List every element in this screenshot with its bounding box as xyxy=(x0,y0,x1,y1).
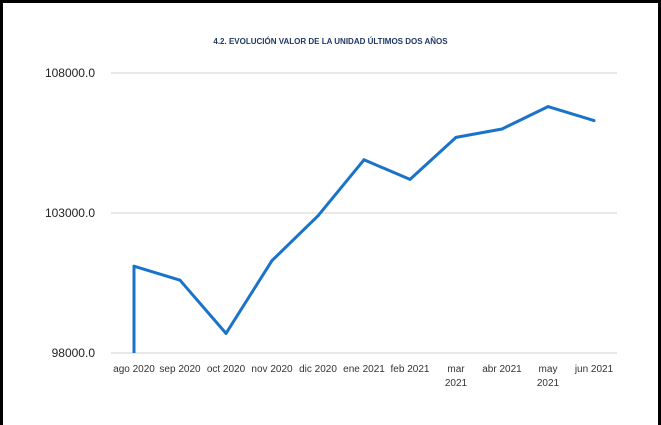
x-tick-label: ago 2020 xyxy=(113,364,155,375)
x-tick-label: abr 2021 xyxy=(482,364,522,375)
y-tick-label: 98000.0 xyxy=(52,346,96,360)
series-line xyxy=(132,105,595,353)
data-point xyxy=(408,177,412,181)
data-point xyxy=(546,105,550,109)
data-point xyxy=(132,264,136,268)
series-lines xyxy=(132,105,596,353)
grid-lines xyxy=(111,72,617,354)
x-tick-label: nov 2020 xyxy=(251,364,293,375)
y-tick-label: 108000.0 xyxy=(45,66,95,80)
chart-title: 4.2. EVOLUCIÓN VALOR DE LA UNIDAD ÚLTIMO… xyxy=(213,37,448,46)
data-point xyxy=(362,158,366,162)
x-tick-label: jun 2021 xyxy=(574,364,614,375)
y-tick-label: 103000.0 xyxy=(45,206,95,220)
x-axis-labels: ago 2020 sep 2020 oct 2020 nov 2020 dic 2020… xyxy=(113,364,613,389)
x-tick-label: dic 2020 xyxy=(299,364,337,375)
x-tick-label: mar 2021 xyxy=(445,364,468,389)
data-point xyxy=(316,214,320,218)
x-tick-label: feb 2021 xyxy=(391,364,430,375)
data-point xyxy=(500,127,504,131)
x-tick-label: ene 2021 xyxy=(343,364,385,375)
y-axis-labels: 98000.0 103000.0 108000.0 xyxy=(45,66,95,360)
x-tick-label: oct 2020 xyxy=(207,364,246,375)
x-tick-label: may 2021 xyxy=(537,364,560,389)
x-tick-label: sep 2020 xyxy=(159,364,201,375)
data-point xyxy=(454,135,458,139)
data-point xyxy=(224,331,228,335)
data-point xyxy=(270,259,274,263)
data-point xyxy=(178,278,182,282)
data-point xyxy=(592,119,596,123)
